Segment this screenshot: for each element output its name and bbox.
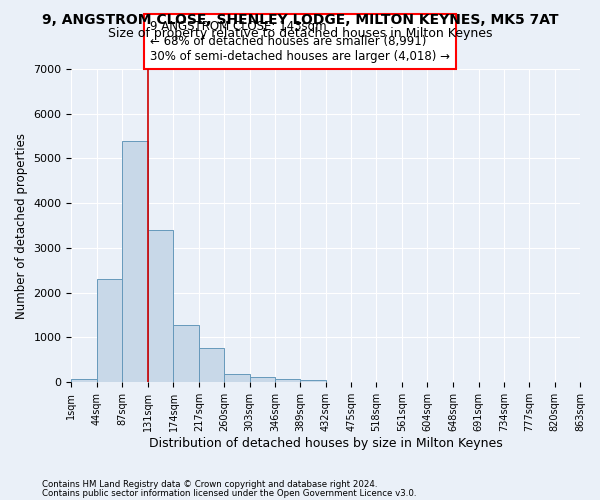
Bar — [250, 377, 275, 382]
Text: Size of property relative to detached houses in Milton Keynes: Size of property relative to detached ho… — [108, 28, 492, 40]
Text: Contains HM Land Registry data © Crown copyright and database right 2024.: Contains HM Land Registry data © Crown c… — [42, 480, 377, 489]
X-axis label: Distribution of detached houses by size in Milton Keynes: Distribution of detached houses by size … — [149, 437, 503, 450]
Text: 9, ANGSTROM CLOSE, SHENLEY LODGE, MILTON KEYNES, MK5 7AT: 9, ANGSTROM CLOSE, SHENLEY LODGE, MILTON… — [42, 12, 558, 26]
Bar — [199, 348, 224, 382]
Bar — [71, 379, 97, 382]
Bar — [173, 325, 199, 382]
Text: Contains public sector information licensed under the Open Government Licence v3: Contains public sector information licen… — [42, 488, 416, 498]
Y-axis label: Number of detached properties: Number of detached properties — [15, 132, 28, 318]
Bar — [301, 380, 326, 382]
Bar — [224, 374, 250, 382]
Text: 9 ANGSTROM CLOSE: 143sqm
← 68% of detached houses are smaller (8,991)
30% of sem: 9 ANGSTROM CLOSE: 143sqm ← 68% of detach… — [150, 20, 450, 62]
Bar — [275, 379, 301, 382]
Bar — [122, 140, 148, 382]
Bar — [97, 280, 122, 382]
Bar — [148, 230, 173, 382]
